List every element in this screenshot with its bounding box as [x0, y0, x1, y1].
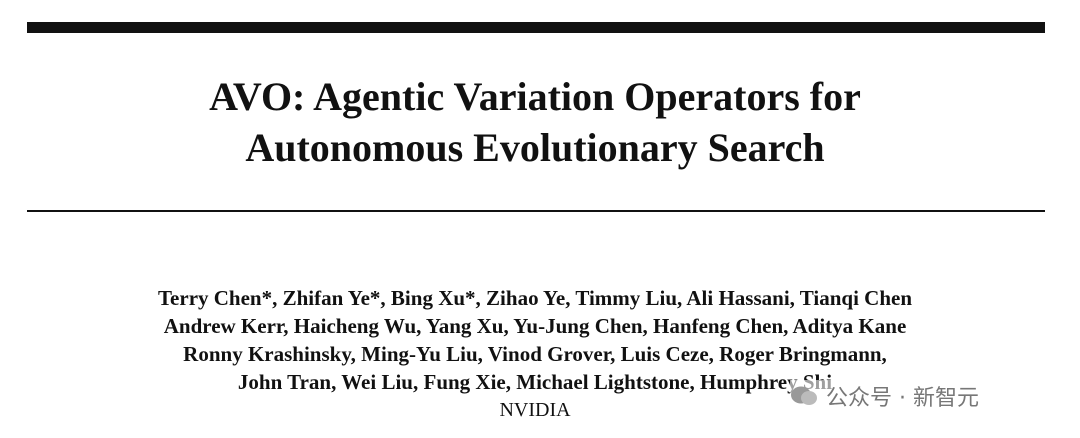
title-line: AVO: Agentic Variation Operators for — [209, 74, 861, 119]
title-rule — [27, 210, 1045, 212]
affiliation: NVIDIA — [499, 399, 571, 421]
author-line: Ronny Krashinsky, Ming-Yu Liu, Vinod Gro… — [183, 342, 887, 366]
paper-title: AVO: Agentic Variation Operators for Auto… — [0, 71, 1070, 173]
author-line: Terry Chen*, Zhifan Ye*, Bing Xu*, Zihao… — [157, 286, 913, 310]
watermark: 公众号 · 新智元 — [790, 380, 979, 412]
author-line: Andrew Kerr, Haicheng Wu, Yang Xu, Yu-Ju… — [163, 314, 907, 338]
watermark-icon — [791, 386, 817, 405]
top-rule — [27, 22, 1045, 33]
watermark-text: 公众号 · 新智元 — [826, 386, 979, 411]
title-line: Autonomous Evolutionary Search — [245, 125, 825, 170]
author-block: Terry Chen*, Zhifan Ye*, Bing Xu*, Zihao… — [0, 284, 1070, 424]
author-line: John Tran, Wei Liu, Fung Xie, Michael Li… — [237, 370, 833, 394]
